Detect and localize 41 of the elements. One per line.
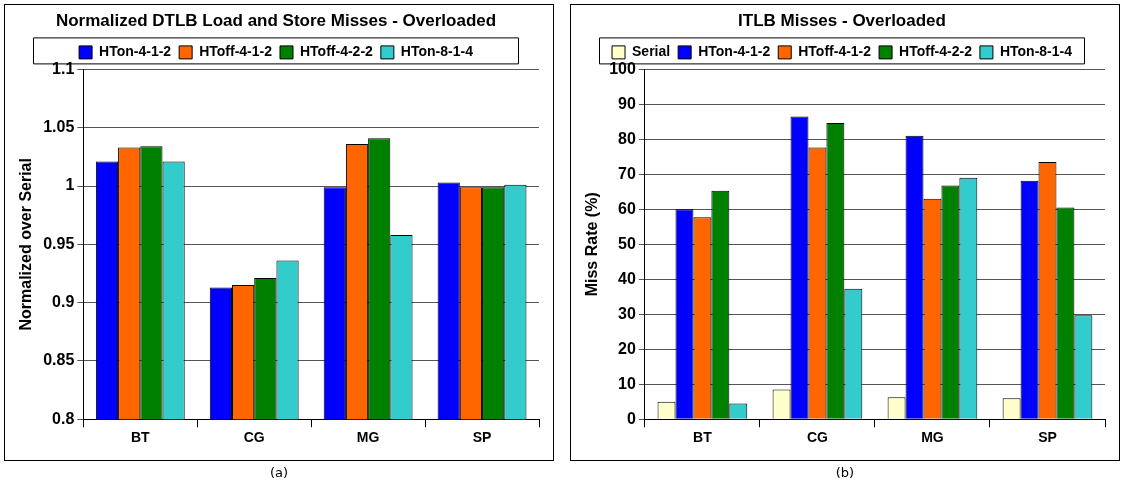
y-tick-label: 0.95 xyxy=(43,234,75,252)
y-tick-label: 40 xyxy=(618,269,636,287)
y-tick-label: 60 xyxy=(618,199,636,217)
legend-label: HToff-4-1-2 xyxy=(798,43,872,60)
text: (b) xyxy=(834,465,856,480)
y-tick-label: 1 xyxy=(65,176,75,194)
y-tick-label: 0.8 xyxy=(52,409,75,427)
y-tick-label: 20 xyxy=(618,339,636,357)
legend-label: HToff-4-1-2 xyxy=(199,43,273,60)
x-tick-label: CG xyxy=(243,429,265,446)
x-tick-label: SP xyxy=(472,429,492,446)
y-tick-label: 0.85 xyxy=(43,351,75,369)
x-tick-label: BT xyxy=(693,429,713,446)
legend-label: HTon-4-1-2 xyxy=(698,43,771,60)
y-axis-title: Normalized over Serial xyxy=(17,158,35,331)
y-tick-label: 0 xyxy=(626,409,636,427)
legend-label: Serial xyxy=(632,43,671,60)
y-tick-label: 10 xyxy=(618,374,636,392)
y-tick-label: 0.9 xyxy=(52,293,75,311)
legend-label: HToff-4-2-2 xyxy=(899,43,973,60)
y-tick-label: 70 xyxy=(618,164,636,182)
x-tick-label: MG xyxy=(921,429,944,446)
chart-title: ITLB Misses - Overloaded xyxy=(738,10,946,30)
y-tick-label: 100 xyxy=(609,59,636,77)
y-axis-title: Miss Rate (%) xyxy=(583,192,601,297)
y-tick-label: 80 xyxy=(618,129,636,147)
legend-label: HTon-8-1-4 xyxy=(400,43,474,60)
y-tick-label: 1.05 xyxy=(43,118,75,136)
y-tick-label: 90 xyxy=(618,94,636,112)
y-tick-label: 30 xyxy=(618,304,636,322)
chart-title: Normalized DTLB Load and Store Misses - Overloaded xyxy=(55,10,497,30)
x-tick-label: MG xyxy=(356,429,380,446)
y-tick-label: 1.1 xyxy=(52,59,75,77)
text: (a) xyxy=(268,465,290,480)
legend-label: HToff-4-2-2 xyxy=(300,43,374,60)
legend-label: HTon-4-1-2 xyxy=(99,43,172,60)
legend-label: HTon-8-1-4 xyxy=(999,43,1073,60)
y-tick-label: 50 xyxy=(618,234,636,252)
x-tick-label: CG xyxy=(806,429,829,446)
x-tick-label: BT xyxy=(130,429,151,446)
x-tick-label: SP xyxy=(1038,429,1057,446)
